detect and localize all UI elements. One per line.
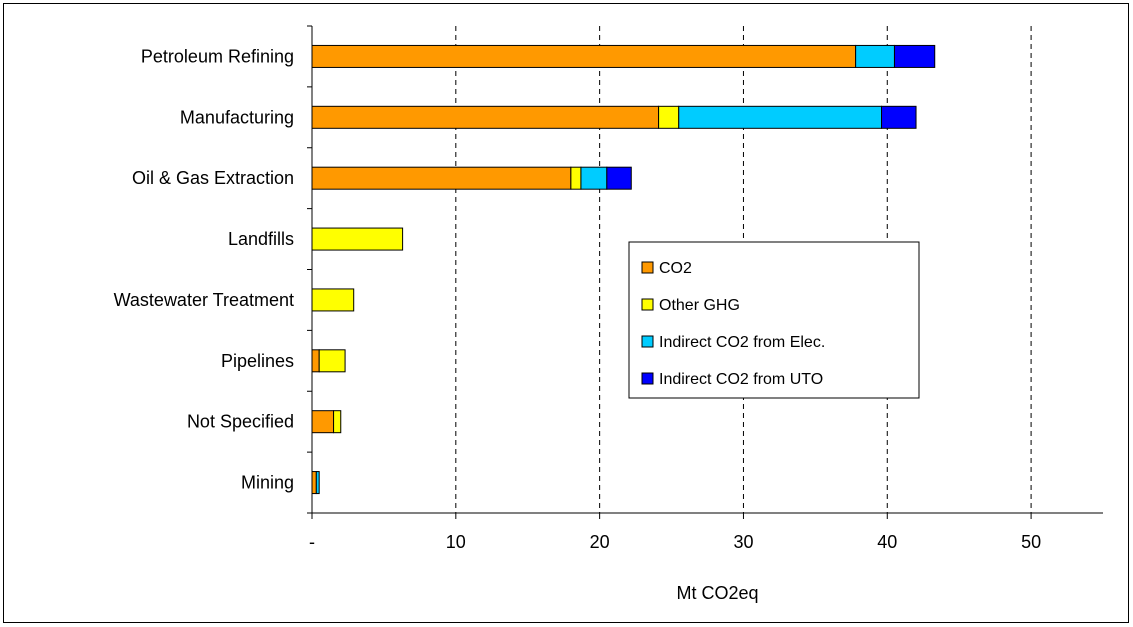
bar-segment: [318, 349, 346, 373]
category-label: Wastewater Treatment: [114, 290, 294, 310]
bar-segment: [311, 44, 857, 68]
category-label: Not Specified: [187, 412, 294, 432]
bar-segment: [678, 105, 883, 129]
stacked-bar-chart: - 10 20 30 40 50 Petroleum Refining Manufacturi…: [114, 25, 1103, 603]
bar-segment: [311, 349, 320, 373]
bar-segment: [658, 105, 680, 129]
bar-segment: [311, 410, 335, 434]
bar-segment: [333, 410, 342, 434]
bar-segment: [311, 288, 355, 312]
category-label: Landfills: [228, 229, 294, 249]
category-label: Manufacturing: [180, 107, 294, 127]
bar-segment: [311, 227, 404, 251]
legend-label: Indirect CO2 from Elec.: [659, 334, 825, 351]
x-tick-label: 30: [733, 532, 753, 552]
legend-box: [628, 241, 920, 399]
x-tick-label: 40: [877, 532, 897, 552]
legend-swatch: [641, 372, 654, 385]
category-label: Oil & Gas Extraction: [132, 168, 294, 188]
legend: CO2 Other GHG Indirect CO2 from Elec. Indir…: [628, 241, 920, 399]
legend-swatch: [641, 335, 654, 348]
bar-segment: [855, 44, 895, 68]
bar-segment: [311, 166, 572, 190]
label-layer: - 10 20 30 40 50 Petroleum Refining Manufacturi…: [114, 25, 1041, 552]
bar-segment: [881, 105, 917, 129]
legend-label: Indirect CO2 from UTO: [659, 371, 823, 388]
legend-label: Other GHG: [659, 297, 740, 314]
bar-segment: [893, 44, 936, 68]
bar-segment: [580, 166, 608, 190]
x-axis-title: Mt CO2eq: [676, 583, 758, 603]
legend-swatch: [641, 261, 654, 274]
x-tick-label: 10: [446, 532, 466, 552]
legend-label: CO2: [659, 260, 692, 277]
bar-layer: [311, 44, 936, 495]
legend-swatch: [641, 298, 654, 311]
category-label: Mining: [241, 473, 294, 493]
chart-frame: - 10 20 30 40 50 Petroleum Refining Manufacturi…: [3, 3, 1129, 623]
x-tick-label: -: [309, 532, 315, 552]
bar-segment: [315, 471, 320, 495]
x-tick-label: 20: [590, 532, 610, 552]
category-label: Pipelines: [221, 351, 294, 371]
bar-segment: [570, 166, 582, 190]
x-tick-label: 50: [1021, 532, 1041, 552]
category-label: Petroleum Refining: [141, 46, 294, 66]
bar-segment: [606, 166, 632, 190]
bar-segment: [311, 471, 317, 495]
bar-segment: [311, 105, 660, 129]
